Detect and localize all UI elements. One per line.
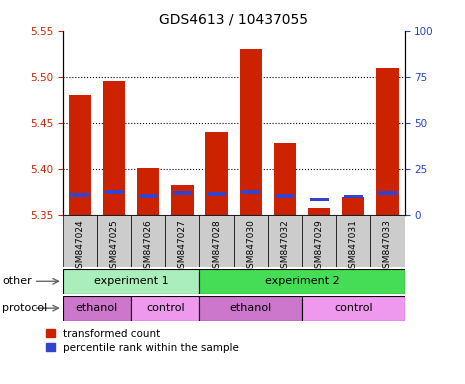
Bar (308, 208, 330, 215)
Bar (199, 296, 302, 321)
Bar (103, 81, 125, 215)
Bar (63, 296, 131, 321)
Bar (171, 185, 193, 215)
Bar (105, 190, 124, 194)
Text: GSM847033: GSM847033 (383, 219, 392, 274)
Bar (376, 68, 399, 215)
Bar (302, 215, 336, 267)
Bar (165, 215, 199, 267)
Bar (342, 197, 365, 215)
Bar (199, 215, 233, 267)
Text: control: control (146, 303, 185, 313)
Bar (69, 95, 91, 215)
Bar (206, 132, 228, 215)
Legend: transformed count, percentile rank within the sample: transformed count, percentile rank withi… (41, 324, 244, 357)
Text: protocol: protocol (2, 303, 47, 313)
Bar (310, 197, 329, 201)
Bar (268, 215, 302, 267)
Bar (302, 296, 405, 321)
Text: ethanol: ethanol (230, 303, 272, 313)
Bar (63, 269, 199, 294)
Bar (275, 194, 294, 197)
Bar (63, 215, 97, 267)
Bar (139, 194, 158, 197)
Text: GSM847030: GSM847030 (246, 219, 255, 274)
Bar (173, 191, 192, 195)
Text: experiment 1: experiment 1 (94, 276, 168, 286)
Bar (233, 215, 268, 267)
Text: GSM847032: GSM847032 (280, 219, 289, 274)
Bar (370, 215, 405, 267)
Bar (336, 215, 370, 267)
Bar (137, 168, 159, 215)
Text: experiment 2: experiment 2 (265, 276, 339, 286)
Bar (207, 192, 226, 196)
Bar (239, 49, 262, 215)
Text: GSM847029: GSM847029 (315, 219, 324, 274)
Text: GSM847027: GSM847027 (178, 219, 187, 274)
Text: GSM847026: GSM847026 (144, 219, 153, 274)
Bar (344, 195, 363, 199)
Text: other: other (2, 276, 32, 286)
Title: GDS4613 / 10437055: GDS4613 / 10437055 (159, 13, 308, 27)
Bar (274, 143, 296, 215)
Bar (199, 269, 405, 294)
Bar (378, 191, 397, 195)
Bar (70, 193, 89, 197)
Text: ethanol: ethanol (76, 303, 118, 313)
Text: GSM847025: GSM847025 (110, 219, 119, 274)
Text: control: control (334, 303, 372, 313)
Bar (131, 215, 165, 267)
Text: GSM847024: GSM847024 (75, 219, 84, 274)
Text: GSM847031: GSM847031 (349, 219, 358, 274)
Bar (97, 215, 131, 267)
Bar (241, 190, 260, 194)
Bar (131, 296, 199, 321)
Text: GSM847028: GSM847028 (212, 219, 221, 274)
